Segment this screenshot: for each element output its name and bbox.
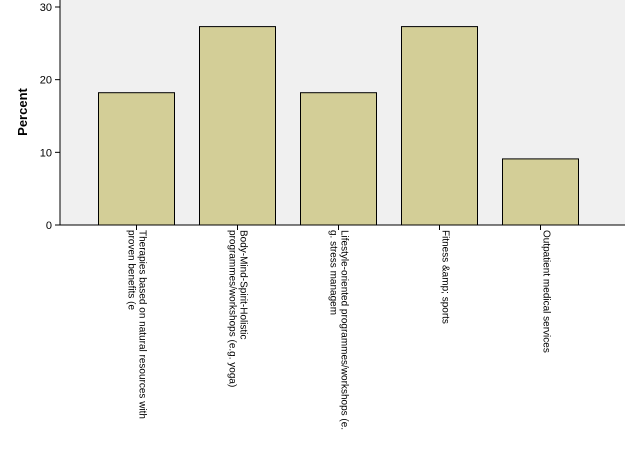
category-label-3: Lifestyle-oriented programmes/workshops … (328, 230, 350, 430)
y-ticks-layer: 0 10 20 30 (40, 2, 60, 232)
bar-2 (199, 26, 276, 226)
y-tick-label-10: 10 (40, 147, 52, 159)
category-label-3-line-1: Lifestyle-oriented programmes/workshops … (339, 230, 350, 430)
category-label-5-line-1: Outpatient medical services (541, 230, 552, 353)
category-label-3-line-2: g. stress managem (328, 230, 339, 315)
category-label-4: Fitness &amp; sports (440, 230, 451, 324)
category-label-2-line-1: Body-Mind-Spirit-Holistic (238, 230, 249, 339)
category-label-4-line-1: Fitness &amp; sports (440, 230, 451, 324)
category-label-5: Outpatient medical services (541, 230, 552, 353)
bar-3 (300, 92, 377, 226)
bar-1 (98, 92, 175, 226)
category-label-2: Body-Mind-Spirit-Holisticprogrammes/work… (227, 230, 249, 387)
y-axis-title: Percent (15, 87, 30, 135)
category-label-2-line-2: programmes/workshops (e.g. yoga) (227, 230, 238, 387)
y-tick-label-20: 20 (40, 75, 52, 87)
bar-5 (502, 158, 579, 226)
bar-4 (401, 26, 478, 226)
category-label-1-line-1: Therapies based on natural resources wit… (137, 230, 148, 419)
category-label-1-line-2: proven benefits (e (126, 230, 137, 310)
y-tick-label-0: 0 (46, 220, 52, 232)
y-tick-label-30: 30 (40, 2, 52, 14)
category-label-1: Therapies based on natural resources wit… (126, 230, 148, 419)
x-labels-layer: Therapies based on natural resources wit… (126, 230, 552, 430)
